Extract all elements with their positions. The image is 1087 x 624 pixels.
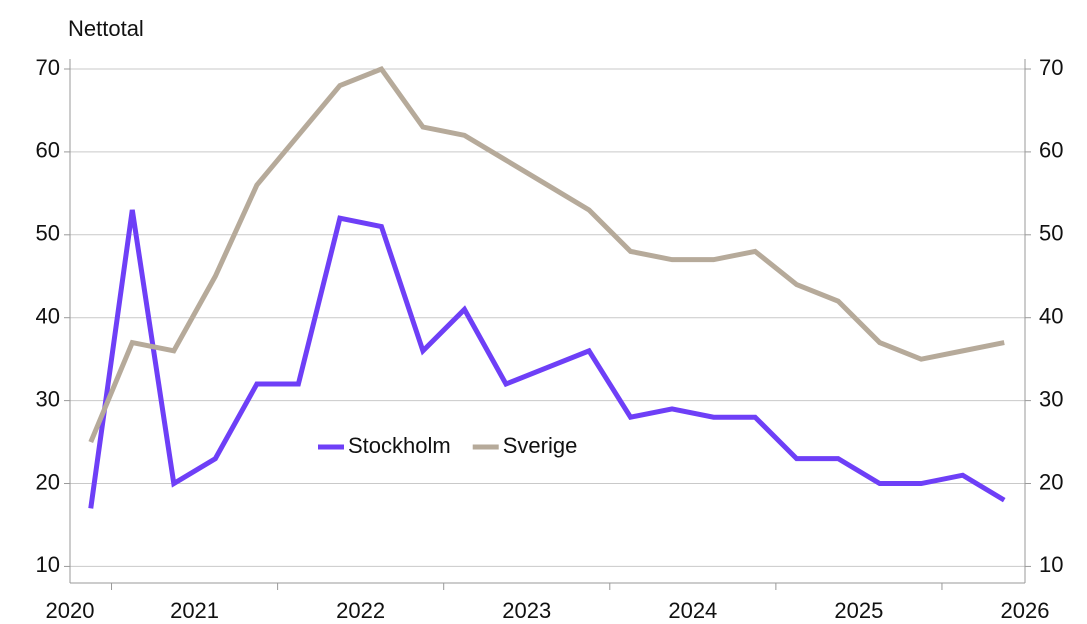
y-axis-label: Nettotal <box>68 16 144 41</box>
x-tick-label: 2020 <box>46 598 95 623</box>
y2-tick-label: 10 <box>1039 552 1063 577</box>
y-tick-label: 70 <box>36 55 60 80</box>
y-tick-label: 50 <box>36 221 60 246</box>
y-tick-label: 60 <box>36 138 60 163</box>
x-tick-label: 2022 <box>336 598 385 623</box>
y2-tick-label: 30 <box>1039 386 1063 411</box>
y-tick-label: 40 <box>36 304 60 329</box>
x-tick-label: 2023 <box>502 598 551 623</box>
y-tick-label: 10 <box>36 552 60 577</box>
y2-tick-label: 40 <box>1039 304 1063 329</box>
line-series <box>88 65 1005 444</box>
y2-tick-label: 20 <box>1039 469 1063 494</box>
y-tick-label: 20 <box>36 469 60 494</box>
x-tick-label: 2024 <box>668 598 717 623</box>
y2-tick-label: 50 <box>1039 221 1063 246</box>
legend-label: Stockholm <box>348 433 451 458</box>
y2-tick-label: 60 <box>1039 138 1063 163</box>
y2-tick-label: 70 <box>1039 55 1063 80</box>
x-tick-label: 2025 <box>834 598 883 623</box>
x-tick-label: 2021 <box>170 598 219 623</box>
y-tick-label: 30 <box>36 386 60 411</box>
legend-label: Sverige <box>503 433 578 458</box>
x-tick-label: 2026 <box>1001 598 1050 623</box>
line-series <box>88 209 1006 509</box>
